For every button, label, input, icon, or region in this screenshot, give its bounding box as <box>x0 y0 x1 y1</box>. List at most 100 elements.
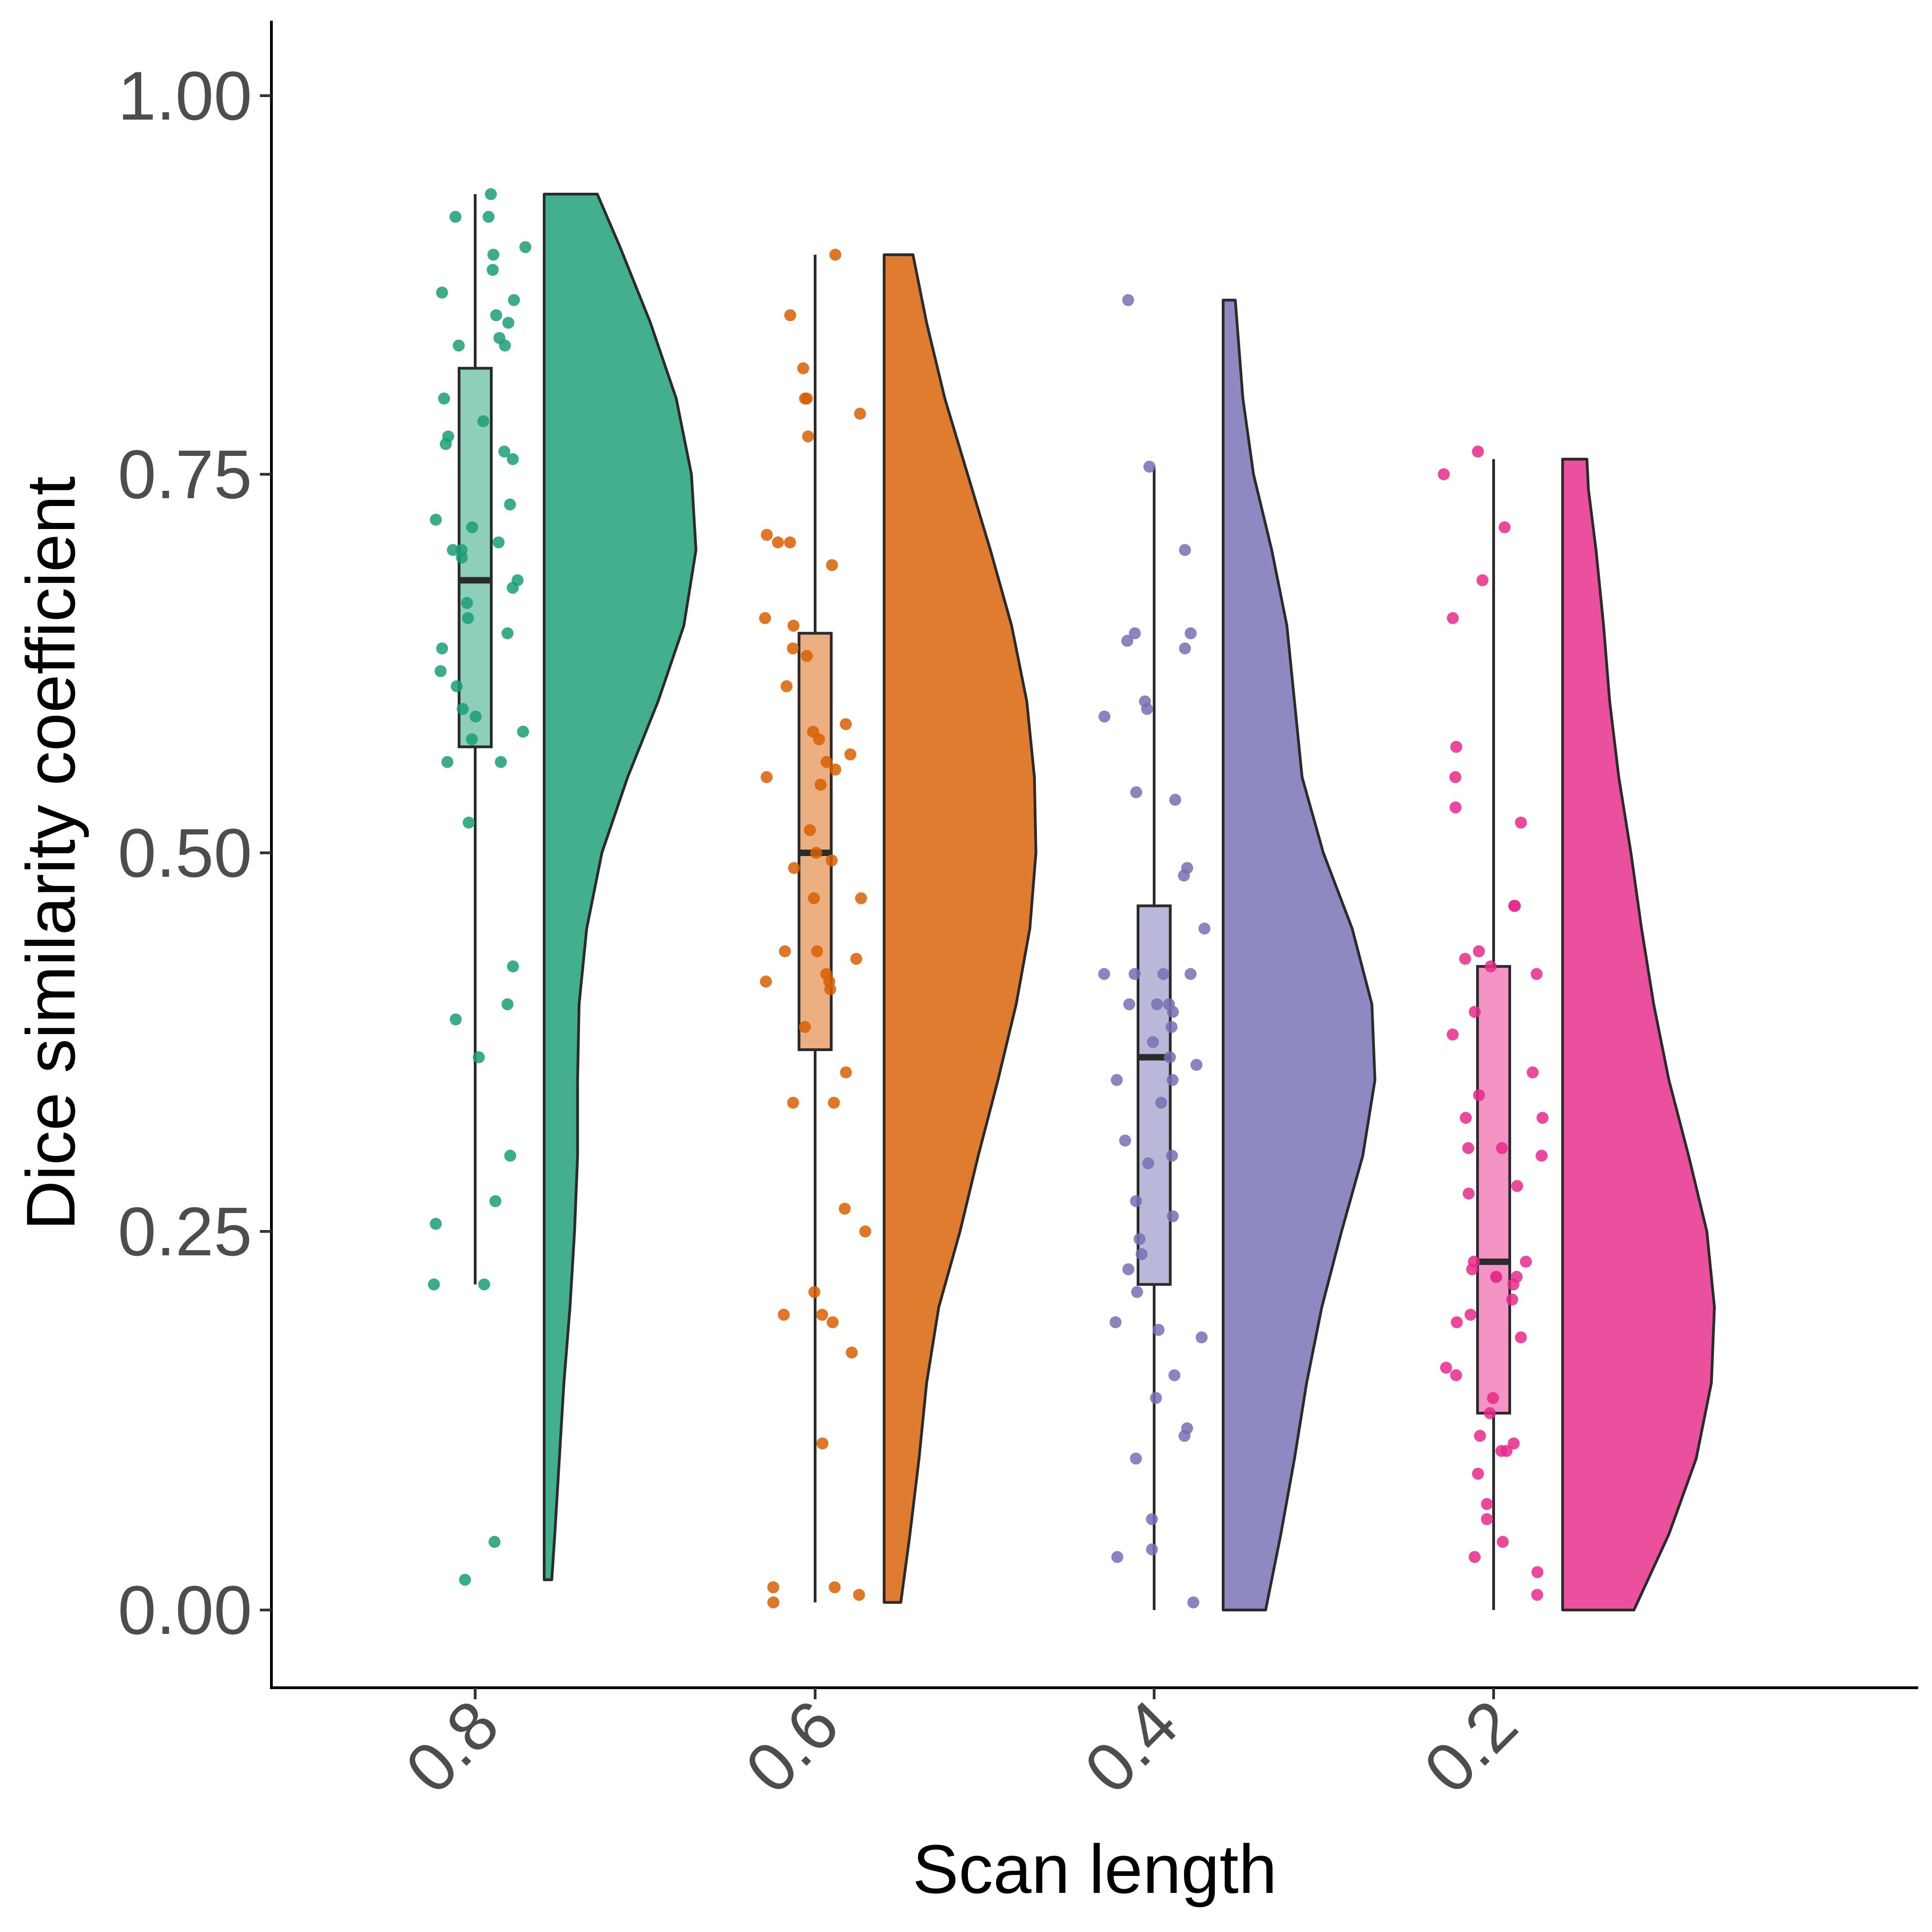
point-0-2-47 <box>1481 1513 1493 1525</box>
point-0-8-22 <box>492 536 505 549</box>
point-0-2-5 <box>1450 741 1462 753</box>
point-0-4-31 <box>1166 1150 1178 1162</box>
point-0-4-47 <box>1146 1513 1158 1525</box>
point-0-4-41 <box>1196 1331 1208 1344</box>
point-0-8-48 <box>478 1278 490 1291</box>
point-0-4-29 <box>1155 1097 1167 1109</box>
point-0-6-44 <box>777 1309 790 1321</box>
point-0-6-28 <box>808 892 820 904</box>
point-0-2-1 <box>1438 468 1450 480</box>
point-0-8-27 <box>506 581 519 594</box>
y-tick-label-0-75: 0.75 <box>118 436 252 513</box>
point-0-2-49 <box>1468 1551 1481 1563</box>
x-tick-label-0-2: 0.2 <box>1409 1685 1531 1808</box>
point-0-2-17 <box>1526 1066 1539 1079</box>
x-axis-title: Scan length <box>913 1830 1277 1908</box>
point-0-2-24 <box>1462 1187 1475 1200</box>
point-0-4-11 <box>1169 794 1181 806</box>
point-0-4-14 <box>1198 922 1211 935</box>
point-0-8-18 <box>506 453 519 466</box>
point-0-2-4 <box>1447 612 1459 624</box>
point-0-8-16 <box>440 438 452 450</box>
point-0-8-29 <box>462 612 474 624</box>
point-0-8-34 <box>456 703 469 715</box>
point-0-2-22 <box>1496 1142 1508 1154</box>
point-0-6-24 <box>804 824 816 836</box>
point-0-4-46 <box>1130 1452 1142 1465</box>
point-0-6-49 <box>828 1581 841 1593</box>
x-tick-label-0-8: 0.8 <box>391 1685 513 1808</box>
point-0-4-24 <box>1147 1036 1159 1048</box>
point-0-8-50 <box>489 1535 500 1548</box>
cloud-0-2 <box>1561 458 1716 1611</box>
point-0-6-8 <box>784 536 796 549</box>
box-0-4 <box>1137 904 1172 1286</box>
y-axis-title: Dice similarity coefficient <box>12 476 89 1230</box>
point-0-6-4 <box>801 392 813 405</box>
point-0-6-21 <box>829 763 841 776</box>
point-0-2-3 <box>1476 574 1489 586</box>
point-0-2-37 <box>1440 1362 1452 1374</box>
point-0-6-22 <box>760 771 773 783</box>
point-0-8-39 <box>441 756 454 768</box>
point-0-2-13 <box>1484 960 1497 972</box>
point-0-4-6 <box>1179 642 1191 655</box>
point-0-6-14 <box>800 650 813 662</box>
point-0-2-11 <box>1473 945 1485 957</box>
point-0-4-28 <box>1110 1074 1123 1086</box>
point-0-4-42 <box>1168 1369 1181 1381</box>
point-0-6-13 <box>787 642 799 655</box>
point-0-4-40 <box>1152 1324 1165 1336</box>
point-0-4-3 <box>1129 627 1141 639</box>
point-0-8-46 <box>489 1195 501 1208</box>
point-0-4-2 <box>1179 544 1191 556</box>
point-0-8-3 <box>519 241 532 253</box>
point-0-2-46 <box>1481 1498 1493 1510</box>
point-0-8-11 <box>453 339 465 352</box>
point-0-8-28 <box>461 597 473 609</box>
point-0-8-42 <box>501 998 514 1011</box>
point-0-6-27 <box>788 862 800 874</box>
point-0-2-39 <box>1487 1392 1499 1404</box>
point-0-6-6 <box>802 430 814 443</box>
point-0-6-52 <box>767 1596 780 1609</box>
point-0-6-36 <box>824 983 836 995</box>
point-0-2-2 <box>1498 521 1511 534</box>
point-0-6-40 <box>787 1097 799 1109</box>
point-0-8-21 <box>466 521 478 534</box>
point-0-4-5 <box>1121 635 1133 647</box>
point-0-8-7 <box>508 294 520 306</box>
point-0-4-18 <box>1098 968 1110 980</box>
point-0-4-16 <box>1184 968 1197 980</box>
points-layer <box>428 188 1549 1609</box>
point-0-2-20 <box>1460 1112 1472 1124</box>
point-0-6-15 <box>781 680 793 692</box>
point-0-4-27 <box>1167 1074 1179 1086</box>
axes-layer <box>270 21 1918 1689</box>
point-0-8-33 <box>450 680 463 692</box>
point-0-4-0 <box>1122 294 1134 306</box>
point-0-2-16 <box>1447 1029 1459 1041</box>
point-0-8-0 <box>485 188 497 200</box>
point-0-6-12 <box>788 620 799 632</box>
point-0-4-19 <box>1123 998 1135 1011</box>
point-0-6-38 <box>840 1066 852 1079</box>
point-0-4-43 <box>1150 1392 1162 1404</box>
point-0-4-49 <box>1111 1551 1123 1563</box>
point-0-2-6 <box>1449 771 1461 783</box>
point-0-2-34 <box>1464 1309 1477 1321</box>
point-0-6-42 <box>859 1225 871 1237</box>
point-0-4-15 <box>1157 968 1170 980</box>
point-0-6-41 <box>839 1202 851 1215</box>
point-0-4-35 <box>1133 1233 1146 1245</box>
point-0-6-16 <box>840 718 852 730</box>
point-0-8-45 <box>504 1150 517 1162</box>
clouds-layer <box>543 193 1716 1611</box>
point-0-8-12 <box>499 339 511 352</box>
x-tick-label-0-6: 0.6 <box>730 1685 853 1808</box>
point-0-6-11 <box>759 612 771 624</box>
point-0-4-45 <box>1179 1430 1190 1442</box>
point-0-8-35 <box>470 710 482 723</box>
point-0-6-29 <box>855 892 867 904</box>
point-0-2-36 <box>1515 1331 1527 1344</box>
